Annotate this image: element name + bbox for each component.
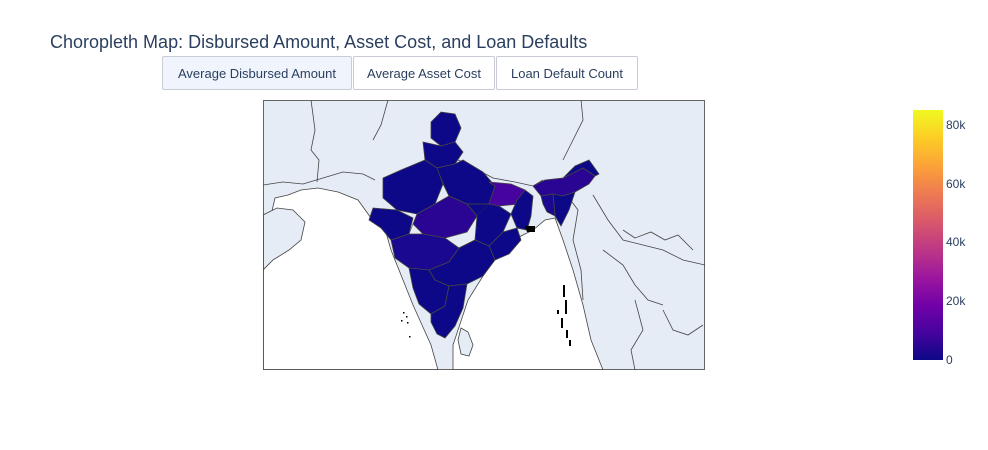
metric-button-group: Average Disbursed Amount Average Asset C… bbox=[162, 56, 639, 90]
state-tamil-nadu-kerala[interactable] bbox=[430, 283, 468, 339]
colorbar bbox=[913, 110, 943, 360]
sundarbans-coast bbox=[525, 226, 535, 232]
state-meghalaya-tripura[interactable] bbox=[540, 193, 556, 217]
andaman-islands bbox=[557, 285, 571, 346]
sri-lanka bbox=[457, 327, 474, 357]
average-asset-cost-button[interactable]: Average Asset Cost bbox=[353, 56, 495, 90]
state-madhya-pradesh[interactable] bbox=[412, 195, 478, 239]
map-frame bbox=[263, 100, 705, 370]
colorbar-tick-20k: 20k bbox=[946, 294, 966, 309]
india-states bbox=[368, 111, 600, 339]
colorbar-tick-80k: 80k bbox=[946, 117, 966, 132]
colorbar-tick-40k: 40k bbox=[946, 235, 966, 250]
chart-title: Choropleth Map: Disbursed Amount, Asset … bbox=[50, 32, 588, 52]
loan-default-count-button[interactable]: Loan Default Count bbox=[496, 56, 638, 90]
lakshadweep-islands bbox=[401, 312, 411, 338]
state-rajasthan[interactable] bbox=[382, 159, 444, 215]
state-west-bengal[interactable] bbox=[510, 189, 534, 231]
state-jammu-kashmir[interactable] bbox=[430, 111, 462, 147]
state-bihar[interactable] bbox=[488, 181, 526, 207]
colorbar-gradient bbox=[913, 110, 943, 360]
colorbar-tick-60k: 60k bbox=[946, 176, 966, 191]
arabian-peninsula bbox=[263, 207, 306, 271]
choropleth-map[interactable] bbox=[263, 100, 705, 370]
colorbar-tick-0: 0 bbox=[946, 353, 953, 367]
state-boundary-lines bbox=[408, 167, 490, 249]
state-arunachal[interactable] bbox=[562, 159, 600, 179]
average-disbursed-amount-button[interactable]: Average Disbursed Amount bbox=[162, 56, 352, 90]
